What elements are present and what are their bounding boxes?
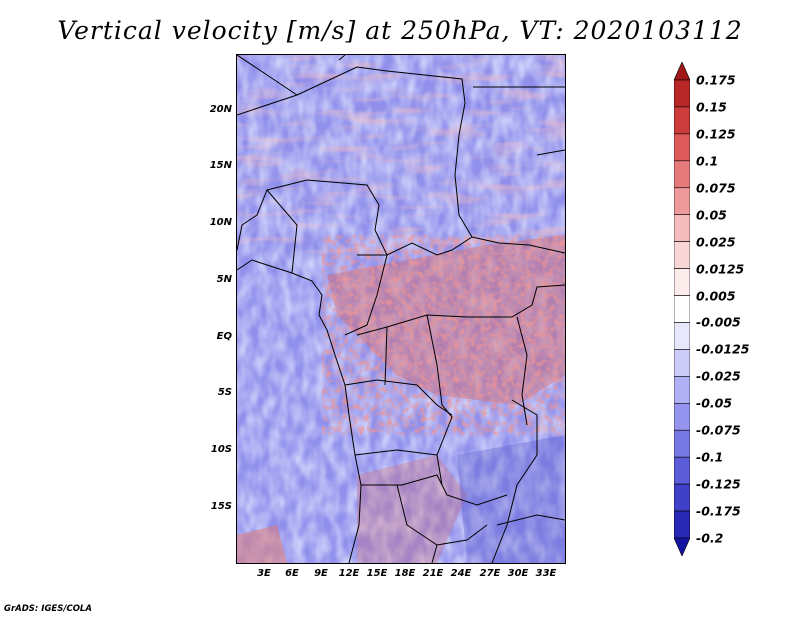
colorbar-label: 0.05 [696, 207, 727, 223]
lon-tick-label: 27E [479, 568, 501, 579]
lon-tick-label: 33E [535, 568, 557, 579]
lon-tick-label: 15E [366, 568, 388, 579]
velocity-map [236, 54, 566, 564]
colorbar-label: 0.125 [696, 126, 736, 142]
colorbar-segment [674, 295, 690, 323]
lon-tick-label: 30E [507, 568, 529, 579]
colorbar-segment [674, 160, 690, 189]
lon-tick-label: 21E [422, 568, 444, 579]
colorbar-label: -0.125 [696, 476, 741, 492]
colorbar-label: -0.2 [696, 530, 724, 546]
colorbar-label: 0.005 [696, 288, 736, 304]
colorbar-label: -0.0125 [696, 341, 750, 357]
grads-credit: GrADS: IGES/COLA [4, 604, 92, 614]
lon-tick-label: 12E [338, 568, 360, 579]
colorbar-segment [674, 268, 690, 296]
colorbar-segment [674, 322, 690, 350]
colorbar-segment [674, 187, 690, 216]
vertical-velocity-field [237, 55, 565, 563]
colorbar-segment [674, 133, 690, 162]
lon-tick-label: 18E [394, 568, 416, 579]
colorbar-label: -0.05 [696, 395, 733, 411]
colorbar-segment [674, 349, 690, 377]
colorbar-label: -0.1 [696, 449, 724, 465]
lon-tick-label: 3E [257, 568, 271, 579]
map-title: Vertical velocity [m/s] at 250hPa, VT: 2… [57, 16, 743, 45]
colorbar-segment [674, 376, 690, 404]
lat-tick-label: 10N [209, 217, 232, 228]
colorbar-segment [674, 241, 690, 269]
colorbar-segment [674, 402, 690, 431]
colorbar-segment [674, 456, 690, 485]
colorbar-label: 0.175 [696, 72, 736, 88]
colorbar-label: -0.175 [696, 503, 741, 519]
colorbar-label: 0.15 [696, 99, 727, 115]
colorbar-label: -0.025 [696, 368, 741, 384]
colorbar-segment [674, 214, 690, 242]
country-boundaries [237, 55, 565, 563]
colorbar-segment [674, 483, 690, 512]
colorbar [674, 62, 690, 556]
colorbar-label: 0.075 [696, 180, 736, 196]
colorbar-label: 0.1 [696, 153, 719, 169]
lat-tick-label: 5S [217, 387, 232, 398]
colorbar-segment [674, 537, 690, 556]
colorbar-label: -0.075 [696, 422, 741, 438]
lat-tick-label: 20N [209, 104, 232, 115]
lat-tick-label: EQ [216, 331, 232, 342]
colorbar-segment [674, 79, 690, 108]
lat-tick-label: 10S [210, 444, 232, 455]
colorbar-label: 0.0125 [696, 261, 745, 277]
colorbar-label: 0.025 [696, 234, 736, 250]
lat-tick-label: 15S [210, 501, 232, 512]
colorbar-segment [674, 62, 690, 81]
colorbar-label: -0.005 [696, 314, 741, 330]
lon-tick-label: 24E [450, 568, 472, 579]
colorbar-segment [674, 510, 690, 539]
colorbar-segment [674, 429, 690, 458]
lon-tick-label: 9E [314, 568, 328, 579]
lat-tick-label: 15N [209, 160, 232, 171]
lat-tick-label: 5N [216, 274, 232, 285]
colorbar-segment [674, 106, 690, 135]
lon-tick-label: 6E [285, 568, 299, 579]
